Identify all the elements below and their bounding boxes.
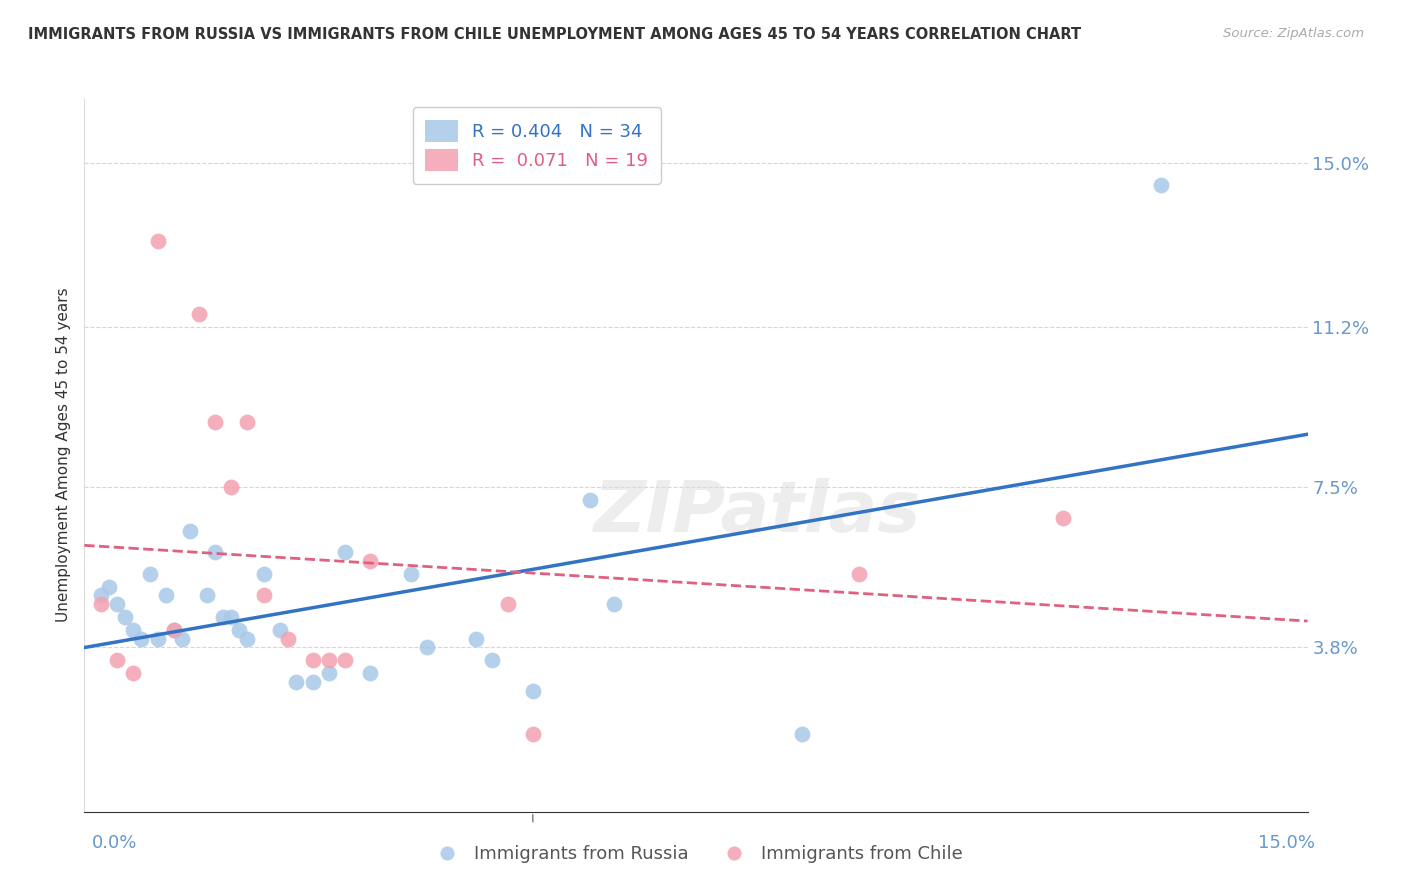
Point (498, 597, 520, 611)
Point (138, 566, 160, 581)
Point (301, 675, 323, 690)
Point (163, 623, 186, 637)
Point (122, 623, 145, 637)
Point (579, 493, 602, 508)
Point (187, 307, 209, 321)
Text: 15.0%: 15.0% (1257, 834, 1315, 852)
Point (97, 580, 120, 594)
Point (301, 653, 323, 667)
Point (481, 653, 503, 667)
Point (269, 623, 291, 637)
Point (146, 234, 169, 248)
Point (285, 675, 308, 690)
Point (522, 683, 544, 698)
Point (1150, 178, 1173, 192)
Point (318, 653, 340, 667)
Text: ZIPatlas: ZIPatlas (593, 477, 921, 547)
Point (464, 632, 486, 646)
Point (359, 666, 381, 681)
Y-axis label: Unemployment Among Ages 45 to 54 years: Unemployment Among Ages 45 to 54 years (56, 287, 72, 623)
Point (236, 416, 259, 430)
Point (603, 597, 626, 611)
Point (318, 666, 340, 681)
Point (335, 653, 357, 667)
Point (219, 610, 242, 624)
Text: IMMIGRANTS FROM RUSSIA VS IMMIGRANTS FROM CHILE UNEMPLOYMENT AMONG AGES 45 TO 54: IMMIGRANTS FROM RUSSIA VS IMMIGRANTS FRO… (28, 27, 1081, 42)
Point (277, 632, 299, 646)
Point (172, 632, 194, 646)
Point (253, 589, 276, 603)
Point (236, 632, 259, 646)
Point (114, 610, 136, 624)
Point (204, 545, 226, 559)
Legend: Immigrants from Russia, Immigrants from Chile: Immigrants from Russia, Immigrants from … (422, 838, 970, 871)
Point (253, 566, 276, 581)
Point (335, 545, 357, 559)
Point (204, 416, 226, 430)
Point (105, 653, 128, 667)
Text: Source: ZipAtlas.com: Source: ZipAtlas.com (1223, 27, 1364, 40)
Point (122, 666, 145, 681)
Point (146, 632, 169, 646)
Point (399, 566, 422, 581)
Point (228, 623, 250, 637)
Point (90, 589, 112, 603)
Point (90, 597, 112, 611)
Point (131, 632, 153, 646)
Point (212, 610, 235, 624)
Text: 0.0%: 0.0% (91, 834, 136, 852)
Point (790, 727, 813, 741)
Point (848, 566, 870, 581)
Point (105, 597, 128, 611)
Point (416, 640, 439, 655)
Point (1052, 510, 1074, 524)
Point (155, 589, 177, 603)
Point (195, 589, 218, 603)
Point (359, 554, 381, 568)
Point (163, 623, 186, 637)
Point (179, 524, 201, 538)
Point (219, 480, 242, 494)
Point (522, 727, 544, 741)
